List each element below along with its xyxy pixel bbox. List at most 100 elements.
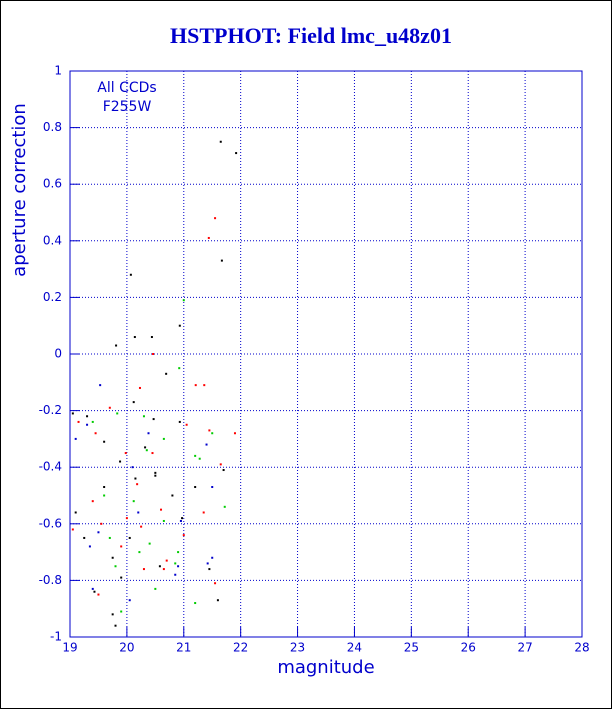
point <box>214 582 217 585</box>
point <box>211 556 214 559</box>
point <box>147 432 150 435</box>
point <box>88 545 91 548</box>
point <box>111 613 114 616</box>
point <box>194 454 197 457</box>
point <box>71 528 74 531</box>
x-tick-label: 21 <box>176 641 191 655</box>
point <box>151 452 154 455</box>
point <box>111 556 114 559</box>
point <box>71 412 74 415</box>
point <box>142 415 145 418</box>
point <box>235 152 238 155</box>
point <box>216 599 219 602</box>
point <box>165 559 168 562</box>
point <box>206 562 209 565</box>
point <box>214 217 217 220</box>
y-tick-label: 0.8 <box>43 120 62 134</box>
point <box>144 446 147 449</box>
point <box>233 432 236 435</box>
x-tick-label: 22 <box>233 641 248 655</box>
point <box>120 545 123 548</box>
point <box>94 432 97 435</box>
annotation: All CCDs <box>97 80 156 96</box>
point <box>219 140 222 143</box>
point <box>222 469 225 472</box>
point <box>220 259 223 262</box>
y-tick-label: -0.4 <box>39 460 62 474</box>
point <box>116 412 119 415</box>
point <box>152 353 155 355</box>
plot-frame <box>69 70 583 638</box>
point <box>74 437 77 440</box>
point <box>182 299 185 302</box>
point <box>86 415 89 418</box>
point <box>91 587 94 590</box>
point <box>103 494 106 497</box>
point <box>99 384 102 387</box>
point <box>152 418 155 421</box>
point <box>97 593 100 596</box>
point <box>178 324 181 327</box>
point <box>177 565 180 568</box>
point <box>219 463 222 466</box>
point <box>211 432 214 435</box>
point <box>174 573 177 576</box>
point <box>91 500 94 503</box>
point <box>128 599 131 602</box>
point <box>178 420 181 423</box>
point <box>83 536 86 539</box>
x-tick-label: 23 <box>290 641 305 655</box>
x-tick-label: 19 <box>62 641 77 655</box>
point <box>165 372 168 375</box>
point <box>74 511 77 514</box>
point <box>179 519 182 522</box>
point <box>86 423 89 426</box>
point <box>140 525 143 528</box>
y-tick-label: 0.2 <box>43 290 62 304</box>
point <box>124 452 127 455</box>
point <box>136 483 139 486</box>
point <box>158 565 161 568</box>
point <box>115 344 118 347</box>
point <box>134 477 137 480</box>
y-tick-label: 0.6 <box>43 177 62 191</box>
point <box>207 236 210 239</box>
point <box>150 336 153 339</box>
point <box>162 437 165 440</box>
point <box>131 466 134 469</box>
point <box>132 500 135 503</box>
point <box>108 536 111 539</box>
point <box>100 522 103 525</box>
point <box>174 562 177 565</box>
point <box>154 471 157 474</box>
point <box>137 511 140 514</box>
point <box>208 568 211 571</box>
y-tick-label: 0 <box>54 347 62 361</box>
point <box>198 457 201 460</box>
point <box>154 587 157 590</box>
point <box>77 420 80 423</box>
point <box>132 401 135 404</box>
point <box>171 494 174 497</box>
point <box>205 443 208 446</box>
point <box>114 565 117 568</box>
point <box>162 519 165 522</box>
point <box>138 386 141 389</box>
point <box>208 429 211 432</box>
point <box>129 273 132 276</box>
point <box>160 508 163 511</box>
x-tick-label: 20 <box>119 641 134 655</box>
point <box>162 568 165 571</box>
point <box>125 517 128 520</box>
x-tick-label: 28 <box>574 641 589 655</box>
point <box>108 406 111 409</box>
x-tick-label: 26 <box>461 641 476 655</box>
point <box>138 551 141 554</box>
point <box>194 486 197 489</box>
point <box>119 460 122 463</box>
point <box>185 423 188 426</box>
point <box>154 474 157 477</box>
y-tick-label: 1 <box>54 64 62 78</box>
point <box>148 542 151 545</box>
point <box>93 590 96 593</box>
